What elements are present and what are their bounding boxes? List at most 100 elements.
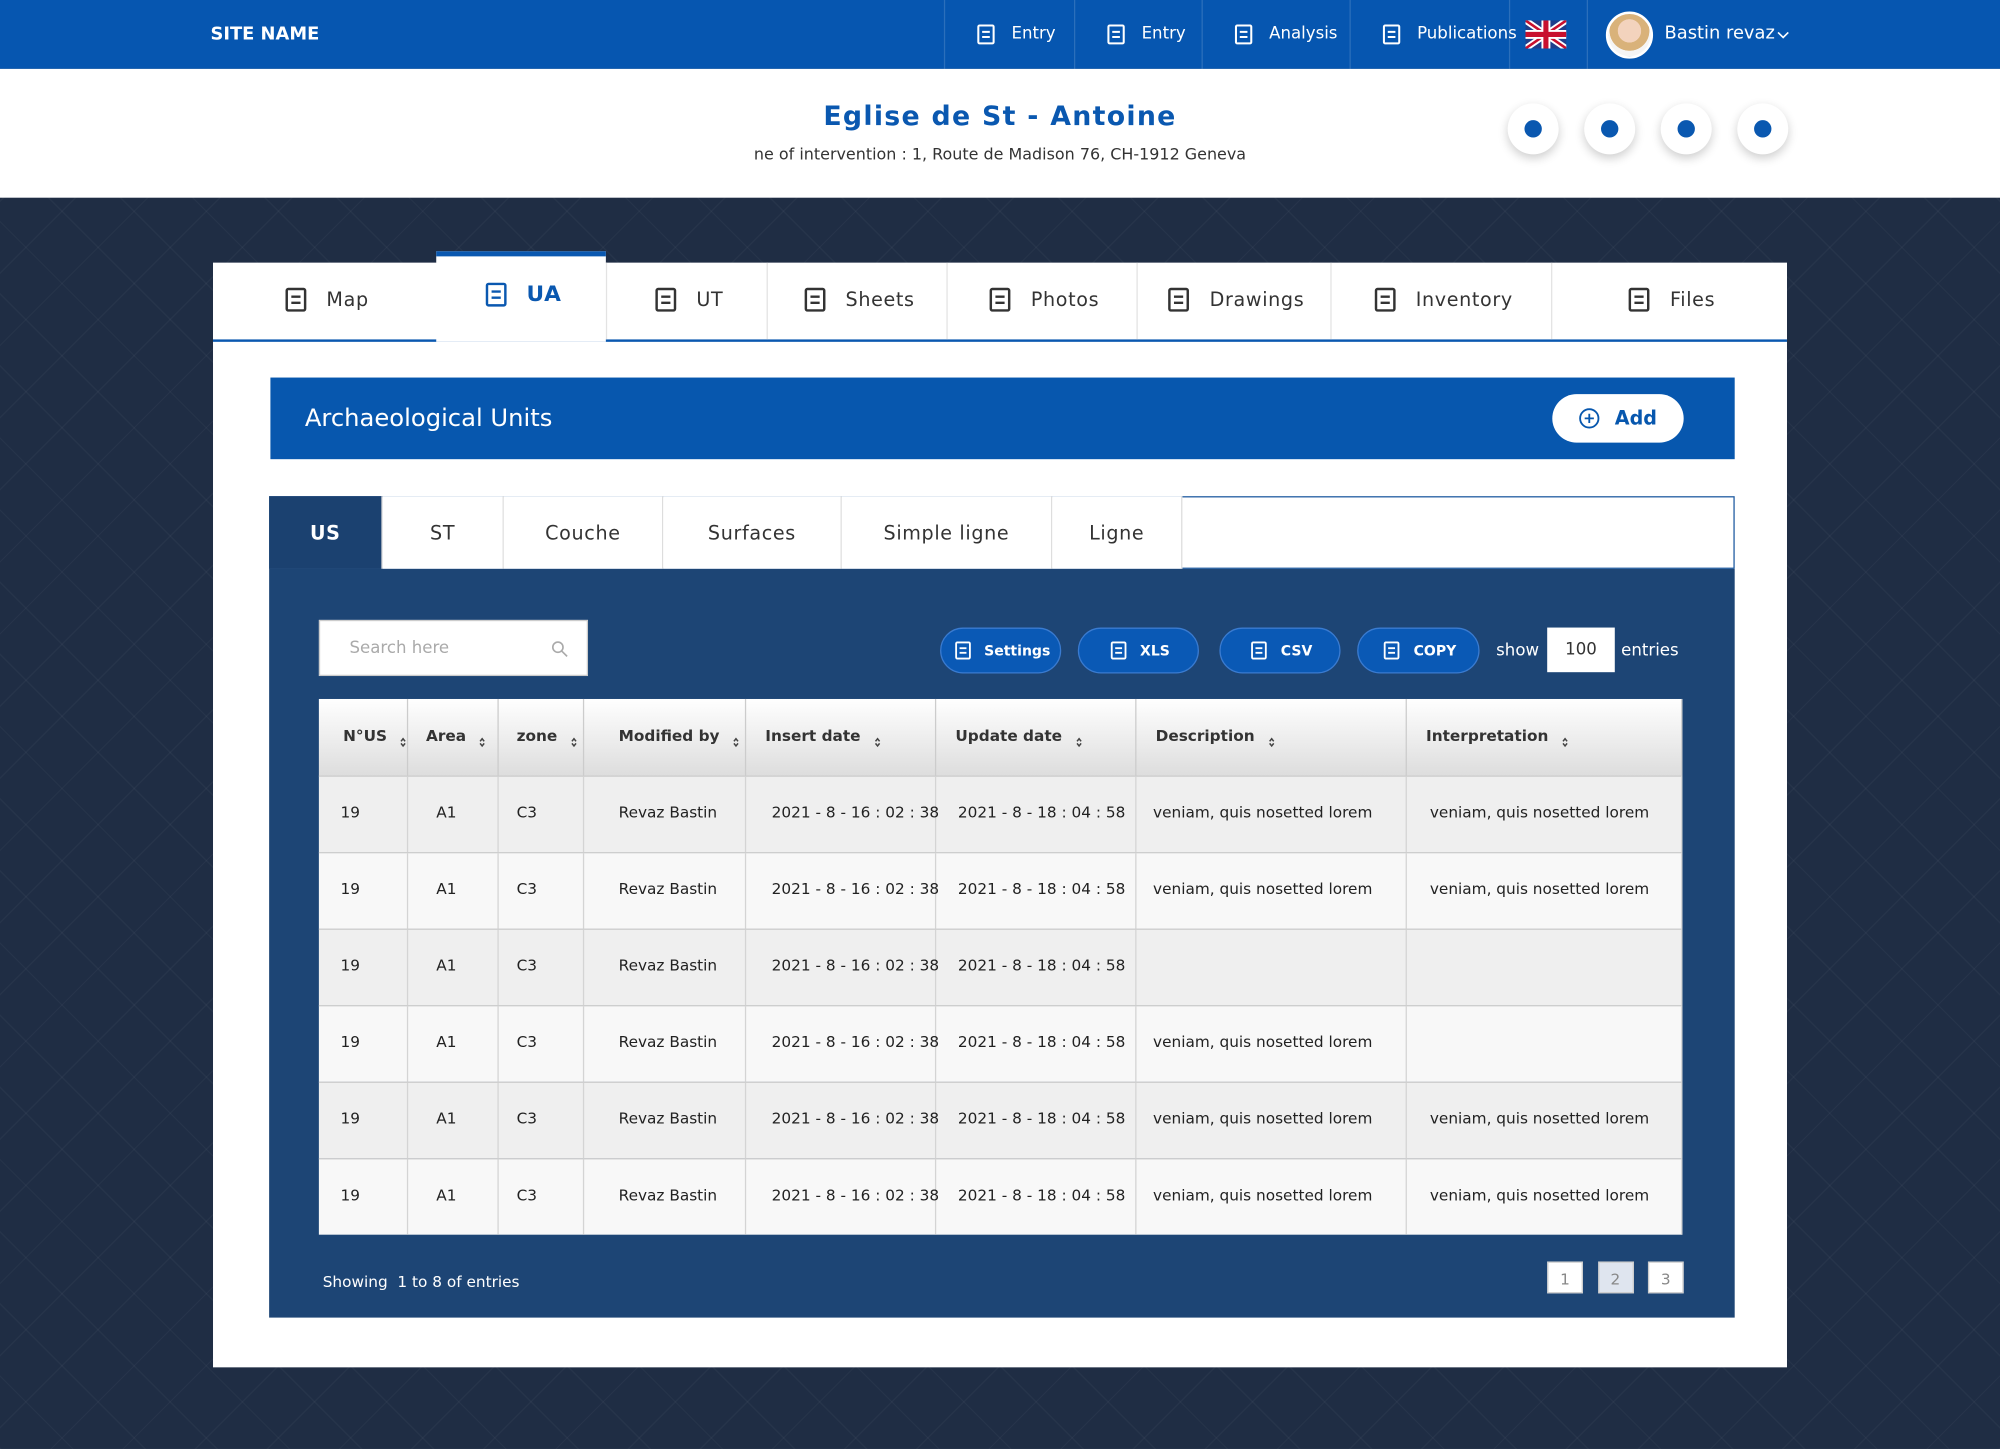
header-wrap: zone [517,727,579,748]
entries-input[interactable]: 100 [1547,627,1615,673]
cell-text: 19 [340,956,361,975]
header-label: Interpretation [1426,727,1549,745]
nav-item[interactable]: Entry [1073,0,1202,69]
cell-text: A1 [436,803,457,822]
header-wrap: Area [426,727,488,748]
header-cell[interactable]: Area [408,698,499,776]
export-button[interactable]: COPY [1357,627,1480,674]
nav-item[interactable]: Publications [1349,0,1517,69]
nav-label: Entry [1011,24,1056,44]
table-cell: 2021 - 8 - 18 : 04 : 58 [936,1159,1137,1235]
table-cell: 2021 - 8 - 16 : 02 : 38 [746,929,939,1006]
search-box[interactable]: Search here [318,619,589,677]
tab-label: Files [1670,288,1716,312]
add-button[interactable]: Add [1552,394,1684,443]
table-cell: Revaz Bastin [584,1006,747,1082]
page-button[interactable]: 1 [1547,1261,1583,1294]
cell-text: 19 [340,880,361,898]
export-button[interactable]: Settings [940,627,1062,674]
icon [872,730,882,748]
subtab[interactable]: Couche [503,496,664,569]
header-label: Insert date [765,727,861,745]
subtab[interactable]: Simple ligne [841,496,1053,569]
tab[interactable]: Drawings [1136,262,1331,340]
tab-label: UT [696,288,724,312]
tab[interactable]: Photos [946,262,1137,340]
tab-content: Drawings [1138,284,1331,315]
tab[interactable]: Map [213,262,437,340]
cell-text: 2021 - 8 - 18 : 04 : 58 [957,880,1126,898]
tab-active[interactable]: UA [436,251,606,342]
action-button[interactable] [1737,103,1789,155]
subtab[interactable]: Surfaces [663,496,842,569]
table-cell: Revaz Bastin [584,853,747,929]
header-cell[interactable]: N°US [319,698,409,776]
icon [1231,22,1257,48]
page-button-active[interactable]: 2 [1597,1261,1634,1294]
cell-text: Revaz Bastin [618,880,718,898]
action-button[interactable] [1584,103,1636,155]
table-cell: C3 [499,853,585,929]
tab[interactable]: Inventory [1330,262,1552,340]
cell-text: Revaz Bastin [618,1186,718,1205]
cell-text: Revaz Bastin [618,956,718,975]
table-row: 19 A1 C3 Revaz Bastin 2021 - 8 - 16 : 02 : 3… [318,1005,1683,1082]
table-cell: 2021 - 8 - 18 : 04 : 58 [936,929,1137,1006]
avatar[interactable] [1605,11,1654,59]
subtab[interactable]: ST [382,496,504,569]
icon [973,22,999,48]
tab[interactable]: Sheets [766,262,947,340]
cell-text: veniam, quis nosetted lorem [1429,803,1650,822]
cell-text: 19 [340,1033,361,1052]
table-cell [1407,929,1683,1006]
cell-text: 2021 - 8 - 16 : 02 : 38 [771,880,940,898]
add-label: Add [1614,406,1658,430]
page-button[interactable]: 3 [1647,1261,1684,1294]
nav-item[interactable]: Entry [943,0,1074,69]
cell-text: Revaz Bastin [618,1109,718,1128]
export-button[interactable]: CSV [1219,627,1341,674]
subtab-active[interactable]: US [269,496,383,569]
header-wrap: Insert date [765,727,882,748]
table-cell: A1 [408,1159,499,1235]
tab-content: Map [213,284,436,315]
cell-text: 2021 - 8 - 18 : 04 : 58 [957,803,1126,822]
cell-text: A1 [436,956,457,975]
icon [951,639,974,662]
table-row: 19 A1 C3 Revaz Bastin 2021 - 8 - 16 : 02 : 3… [318,775,1683,853]
header-cell[interactable]: Interpretation [1407,698,1683,776]
cell-text: C3 [516,1186,538,1205]
page-label: 2 [1610,1270,1621,1289]
header-cell[interactable]: Update date [936,698,1137,776]
cell-text: veniam, quis nosetted lorem [1153,803,1373,822]
table-cell: C3 [499,776,585,853]
nav-item[interactable]: Analysis [1201,0,1350,69]
header-wrap: Description [1156,727,1277,748]
table-cell: 19 [319,1159,409,1235]
header-cell[interactable]: zone [499,698,585,776]
tab-label: Inventory [1415,288,1513,312]
entries-label: entries [1621,641,1679,661]
table-cell: 2021 - 8 - 16 : 02 : 38 [746,853,940,929]
table-cell: 2021 - 8 - 16 : 02 : 38 [746,1159,939,1235]
export-button[interactable]: XLS [1077,627,1199,674]
cell-text: A1 [436,1033,457,1052]
tab[interactable]: UT [605,262,767,340]
header-cell[interactable]: Insert date [746,698,937,776]
subtab[interactable]: Ligne [1052,496,1183,569]
header-cell[interactable]: Description [1136,698,1407,776]
icon [650,284,681,315]
flag[interactable] [1523,17,1569,52]
cell-text: A1 [436,880,457,898]
header-cell[interactable]: Modified by [584,698,747,776]
tab[interactable]: Files [1551,262,1787,340]
table-cell: Revaz Bastin [584,929,747,1006]
user-name[interactable]: Bastin revaz [1664,22,1775,44]
cell-text: A1 [436,1109,457,1128]
action-button[interactable] [1507,103,1559,155]
tab-label: Map [326,288,369,312]
section-bar: Archaeological Units Add [270,377,1735,460]
action-button[interactable] [1660,103,1712,155]
icon [1103,22,1129,48]
header-label: Modified by [618,727,720,745]
